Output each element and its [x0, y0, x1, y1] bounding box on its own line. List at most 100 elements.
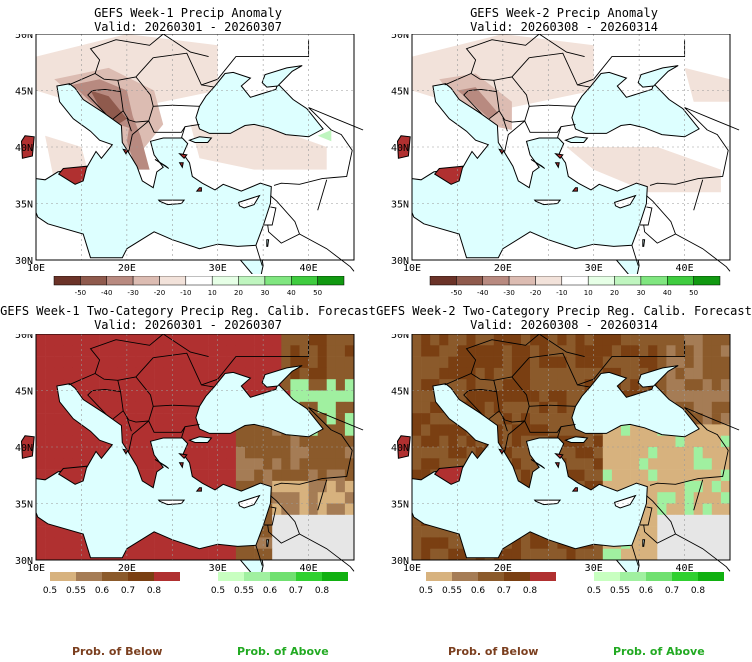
- probability-cell: [126, 334, 137, 346]
- probability-cell: [344, 379, 355, 391]
- probability-cell: [81, 458, 91, 470]
- cb1-label: 50: [313, 289, 322, 297]
- probability-cell: [90, 390, 100, 403]
- map2-island-7: [554, 162, 560, 169]
- probability-cell: [108, 367, 119, 380]
- map2-border-5: [524, 120, 576, 133]
- probability-cell: [36, 424, 46, 436]
- probability-cell: [702, 379, 713, 391]
- probability-cell: [245, 379, 255, 391]
- map4-lat-label: 45N: [391, 387, 409, 398]
- probability-cell: [648, 345, 658, 357]
- probability-cell: [539, 356, 549, 369]
- probability-cell: [317, 413, 328, 425]
- probability-cell: [335, 424, 346, 436]
- probability-cell: [720, 469, 731, 482]
- probability-cell: [181, 334, 191, 346]
- cb2-label: -10: [556, 289, 567, 297]
- probability-cell: [172, 401, 182, 414]
- probability-cell: [548, 356, 558, 369]
- probability-cell: [521, 390, 531, 403]
- probability-cell: [557, 390, 567, 403]
- probability-cell: [502, 334, 513, 346]
- probability-cell: [199, 367, 209, 380]
- probability-cell: [172, 356, 182, 369]
- cb3a-label: 0.5: [211, 586, 225, 596]
- probability-cell: [584, 447, 594, 459]
- probability-cell: [584, 548, 594, 561]
- probability-cell: [181, 356, 191, 369]
- probability-cell: [99, 379, 109, 391]
- probability-cell: [235, 356, 246, 369]
- map2-border-14: [631, 245, 639, 266]
- probability-cell: [511, 334, 522, 346]
- probability-cell: [181, 367, 191, 380]
- probability-cell: [684, 345, 694, 357]
- probability-cell: [666, 390, 676, 403]
- probability-cell: [54, 413, 64, 425]
- probability-cell: [36, 514, 46, 527]
- map4-lon-label: 10E: [403, 563, 421, 574]
- probability-cell: [675, 367, 685, 380]
- probability-cell: [630, 435, 640, 448]
- probability-cell: [81, 345, 91, 357]
- probability-cell: [317, 401, 328, 414]
- probability-cell: [421, 413, 431, 425]
- week2-prob-below-label: Prob. of Below: [448, 645, 539, 658]
- probability-cell: [254, 469, 264, 482]
- probability-cell: [344, 526, 355, 538]
- probability-cell: [245, 367, 255, 380]
- probability-cell: [702, 356, 713, 369]
- probability-cell: [344, 334, 355, 346]
- probability-cell: [281, 345, 291, 357]
- probability-cell: [45, 345, 55, 357]
- probability-cell: [639, 435, 649, 448]
- probability-cell: [245, 345, 255, 357]
- probability-cell: [163, 345, 173, 357]
- probability-cell: [711, 492, 722, 504]
- cb3b-label: 0.8: [147, 586, 162, 596]
- probability-cell: [611, 469, 622, 482]
- probability-cell: [145, 334, 155, 346]
- probability-cell: [63, 356, 73, 369]
- probability-cell: [199, 334, 209, 346]
- probability-cell: [54, 401, 64, 414]
- cb3b-label: 0.6: [95, 586, 110, 596]
- probability-cell: [36, 334, 46, 346]
- probability-cell: [457, 356, 467, 369]
- probability-cell: [602, 480, 613, 493]
- probability-cell: [172, 548, 182, 561]
- probability-cell: [430, 413, 440, 425]
- map1-border-11: [273, 129, 353, 186]
- probability-cell: [226, 458, 237, 470]
- probability-cell: [566, 424, 576, 436]
- probability-cell: [593, 458, 604, 470]
- probability-cell: [308, 492, 318, 504]
- probability-cell: [475, 447, 485, 459]
- probability-cell: [421, 435, 431, 448]
- probability-cell: [163, 424, 173, 436]
- probability-cell: [217, 435, 228, 448]
- cb2-label: 50: [689, 289, 698, 297]
- probability-cell: [299, 514, 309, 527]
- probability-cell: [272, 526, 282, 538]
- cb2-label: -20: [530, 289, 541, 297]
- probability-cell: [412, 458, 422, 470]
- probability-cell: [484, 390, 495, 403]
- map4-sea-marmara: [564, 436, 589, 443]
- probability-cell: [335, 401, 346, 414]
- map4-sea-black: [571, 371, 700, 438]
- probability-cell: [235, 424, 246, 436]
- map4-border-17: [684, 407, 740, 431]
- probability-cell: [412, 401, 422, 414]
- probability-cell: [466, 356, 476, 369]
- cb2-swatch: [693, 276, 721, 286]
- probability-cell: [154, 424, 164, 436]
- cb2-swatch: [667, 276, 694, 286]
- probability-cell: [530, 424, 540, 436]
- map3-lon-label: 30E: [209, 563, 227, 574]
- probability-cell: [484, 345, 495, 357]
- probability-cell: [684, 548, 694, 561]
- probability-cell: [199, 345, 209, 357]
